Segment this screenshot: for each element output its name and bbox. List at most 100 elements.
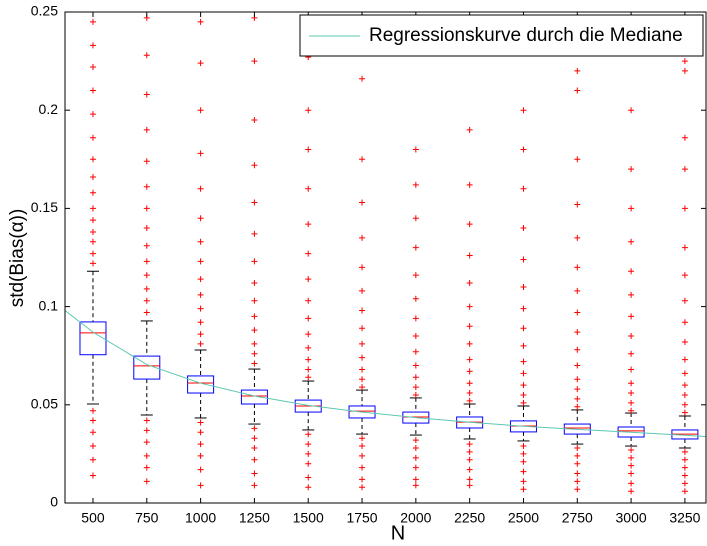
outlier xyxy=(574,395,581,402)
outlier xyxy=(520,256,527,263)
outlier xyxy=(681,205,688,212)
outlier xyxy=(574,346,581,353)
outlier xyxy=(466,356,473,363)
box xyxy=(187,375,215,394)
outlier xyxy=(520,225,527,232)
outlier xyxy=(197,238,204,245)
outlier xyxy=(574,486,581,493)
outlier xyxy=(89,217,96,224)
outlier xyxy=(628,380,635,387)
outlier xyxy=(143,285,150,292)
outlier xyxy=(251,280,258,287)
outlier xyxy=(520,486,527,493)
outlier xyxy=(520,358,527,365)
box xyxy=(133,355,161,380)
outlier xyxy=(359,156,366,163)
outlier xyxy=(89,443,96,450)
outlier xyxy=(197,441,204,448)
outlier xyxy=(143,52,150,59)
outlier xyxy=(681,338,688,345)
outlier xyxy=(520,443,527,450)
x-tick-label: 3000 xyxy=(616,510,647,526)
outlier xyxy=(305,450,312,457)
outlier xyxy=(574,470,581,477)
outlier xyxy=(412,315,419,322)
outlier xyxy=(466,368,473,375)
outlier xyxy=(359,443,366,450)
outlier xyxy=(197,291,204,298)
outlier xyxy=(412,362,419,369)
outlier xyxy=(143,439,150,446)
outlier xyxy=(574,329,581,336)
outlier xyxy=(466,252,473,259)
outlier xyxy=(466,482,473,489)
outlier xyxy=(359,476,366,483)
outlier xyxy=(681,297,688,304)
outlier xyxy=(574,386,581,393)
outlier xyxy=(359,452,366,459)
outlier xyxy=(305,276,312,283)
outlier xyxy=(574,403,581,410)
outlier xyxy=(628,462,635,469)
x-tick-label: 2750 xyxy=(562,510,593,526)
outlier xyxy=(89,63,96,70)
outlier xyxy=(197,452,204,459)
y-tick-label: 0.05 xyxy=(31,396,58,412)
outlier xyxy=(143,158,150,165)
outlier xyxy=(89,456,96,463)
outlier xyxy=(574,445,581,452)
outlier xyxy=(251,58,258,65)
outlier xyxy=(89,156,96,163)
outlier xyxy=(359,325,366,332)
outlier xyxy=(359,384,366,391)
outlier xyxy=(574,201,581,208)
outlier xyxy=(574,234,581,241)
outlier xyxy=(466,303,473,310)
outlier xyxy=(628,470,635,477)
outlier xyxy=(466,441,473,448)
outlier xyxy=(574,67,581,74)
outlier xyxy=(520,391,527,398)
outlier xyxy=(628,390,635,397)
outlier xyxy=(89,238,96,245)
outlier xyxy=(197,258,204,265)
outlier xyxy=(574,264,581,271)
outlier xyxy=(251,230,258,237)
outlier xyxy=(520,468,527,475)
outlier xyxy=(359,75,366,82)
outlier xyxy=(412,333,419,340)
outlier xyxy=(628,454,635,461)
y-tick-label: 0.25 xyxy=(31,3,58,19)
outlier xyxy=(681,448,688,455)
outlier xyxy=(305,366,312,373)
outlier xyxy=(628,480,635,487)
outlier xyxy=(681,409,688,416)
outlier xyxy=(143,464,150,471)
outlier xyxy=(628,399,635,406)
x-tick-label: 2500 xyxy=(508,510,539,526)
y-tick-label: 0.15 xyxy=(31,199,58,215)
outlier xyxy=(251,435,258,442)
outlier xyxy=(681,166,688,173)
legend-box xyxy=(299,14,704,57)
outlier xyxy=(466,456,473,463)
outlier xyxy=(466,476,473,483)
outlier xyxy=(305,484,312,491)
outlier xyxy=(574,478,581,485)
y-axis-label: std(Bias(α)) xyxy=(7,209,28,308)
outlier xyxy=(574,287,581,294)
outlier xyxy=(251,360,258,367)
outlier xyxy=(359,234,366,241)
outlier xyxy=(359,287,366,294)
outlier xyxy=(628,205,635,212)
outlier xyxy=(305,315,312,322)
outlier xyxy=(520,283,527,290)
outlier xyxy=(89,87,96,94)
outlier xyxy=(89,173,96,180)
outlier xyxy=(628,291,635,298)
outlier xyxy=(412,445,419,452)
outlier xyxy=(359,376,366,383)
outlier xyxy=(681,464,688,471)
outlier xyxy=(574,452,581,459)
outlier xyxy=(143,205,150,212)
